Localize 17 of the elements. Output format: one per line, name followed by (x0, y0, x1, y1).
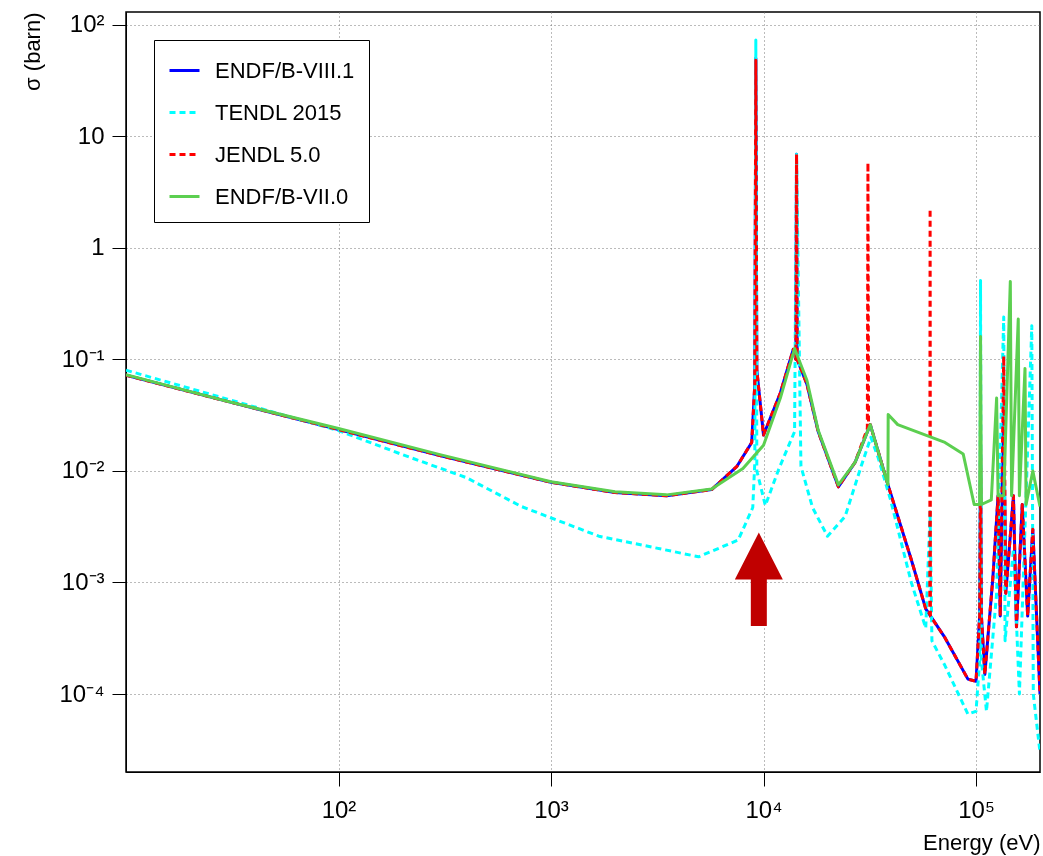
legend-label: JENDL 5.0 (215, 141, 321, 167)
x-tick-label: 10² (321, 795, 357, 823)
x-tick-label: 10⁵ (958, 795, 995, 823)
x-tick-label: 10⁴ (745, 795, 783, 823)
legend-label: ENDF/B-VII.0 (215, 183, 349, 209)
y-tick-label: 10⁻¹ (61, 344, 105, 372)
y-tick-label: 10⁻² (61, 456, 105, 484)
x-axis-title: Energy (eV) (923, 829, 1041, 855)
x-tick-label: 10³ (534, 795, 569, 823)
y-tick-label: 10 (77, 121, 105, 149)
y-tick-label: 1 (91, 233, 105, 261)
y-axis-title: σ (barn) (20, 12, 46, 91)
y-tick-label: 10⁻³ (61, 567, 105, 595)
legend-label: ENDF/B-VIII.1 (215, 57, 355, 83)
y-tick-label: 10² (69, 10, 105, 38)
y-tick-label: 10⁻⁴ (59, 679, 105, 707)
legend-label: TENDL 2015 (215, 99, 342, 125)
